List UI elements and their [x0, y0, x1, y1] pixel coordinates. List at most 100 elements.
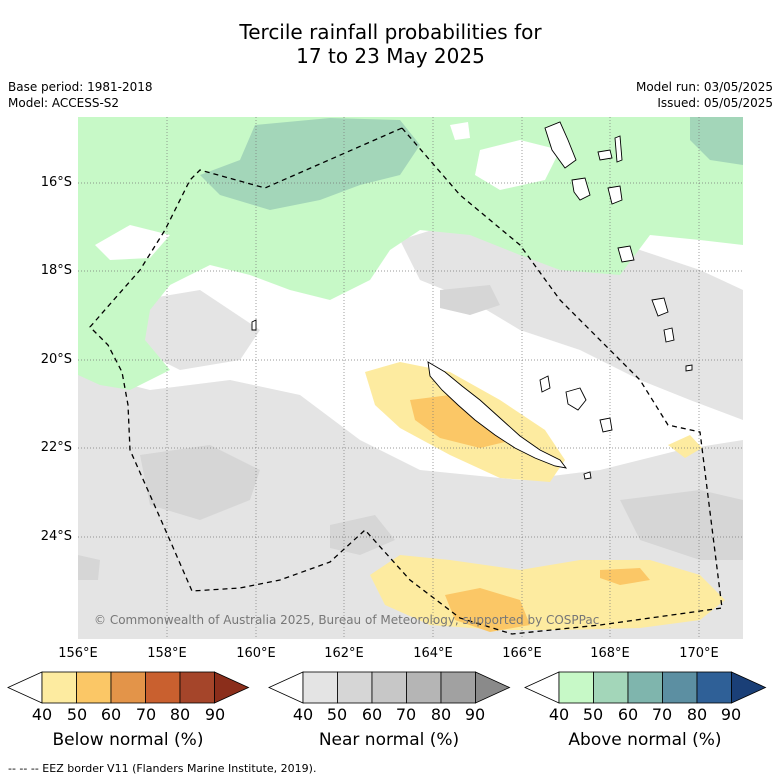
isle-of-pines — [583, 471, 592, 480]
below-normal-region-60-central — [410, 395, 505, 448]
near-normal-region-60-west — [140, 445, 260, 520]
below-normal-tick-50: 50 — [66, 705, 88, 724]
lon-label-156e: 156°E — [58, 646, 98, 661]
below-normal-colorbar-segment — [179, 671, 215, 704]
below-normal-colorbar-segment — [76, 671, 112, 704]
below-normal-colorbar-low-extension — [7, 671, 43, 704]
above-normal-colorbar-high-extension — [731, 671, 767, 704]
neutral-gap-west — [95, 225, 170, 260]
near-normal-region-60-far-west — [78, 555, 100, 580]
lat-label-22s: 22°S — [40, 440, 72, 455]
probability-field — [78, 117, 743, 639]
lat-label-24s: 24°S — [40, 529, 72, 544]
near-normal-tick-90: 90 — [464, 705, 486, 724]
above-normal-colorbar-low-extension — [524, 671, 560, 704]
near-normal-colorbar-segment — [337, 671, 373, 704]
above-normal-colorbar-segment — [593, 671, 629, 704]
lon-label-164e: 164°E — [413, 646, 453, 661]
loyalty-island-lifou — [565, 387, 587, 411]
lon-label-162e: 162°E — [324, 646, 364, 661]
above-normal-region-60-east — [690, 117, 743, 165]
below-normal-region-60-southeast — [600, 568, 650, 585]
near-normal-colorbar-segment — [406, 671, 442, 704]
gridlines — [78, 117, 743, 639]
above-normal-colorbar-segment — [696, 671, 732, 704]
below-normal-colorbar-segment — [145, 671, 181, 704]
walpole-islet — [685, 364, 693, 372]
chesterfield-islet — [251, 319, 257, 331]
loyalty-island-ouvea — [539, 375, 551, 393]
below-normal-tick-90: 90 — [204, 705, 226, 724]
vanuatu-tanna — [617, 245, 635, 263]
lat-label-16s: 16°S — [40, 175, 72, 190]
near-normal-colorbar-high-extension — [475, 671, 511, 704]
below-normal-region-60-south — [445, 588, 530, 632]
above-normal-tick-50: 50 — [582, 705, 604, 724]
vanuatu-ambrym — [597, 149, 613, 161]
lon-label-168e: 168°E — [590, 646, 630, 661]
below-normal-tick-80: 80 — [169, 705, 191, 724]
eez-border-legend: -- -- -- EEZ border V11 (Flanders Marine… — [8, 762, 317, 775]
colorbars-group — [7, 671, 767, 704]
below-normal-title: Below normal (%) — [52, 730, 204, 750]
issued-date-text: Issued: 05/05/2025 — [657, 96, 773, 110]
near-normal-region-60-south — [330, 515, 395, 555]
chart-title-line-1: Tercile rainfall probabilities for — [239, 20, 542, 44]
near-normal-tick-70: 70 — [395, 705, 417, 724]
eez-border — [89, 127, 723, 635]
near-normal-colorbar-segment — [302, 671, 338, 704]
above-normal-tick-40: 40 — [548, 705, 570, 724]
below-normal-tick-70: 70 — [135, 705, 157, 724]
above-normal-colorbar-segment — [662, 671, 698, 704]
vanuatu-efate — [607, 185, 623, 205]
new-caledonia-coastline — [427, 361, 568, 469]
above-normal-colorbar-segment — [558, 671, 594, 704]
base-period-text: Base period: 1981-2018 — [8, 80, 153, 94]
lon-label-160e: 160°E — [236, 646, 276, 661]
loyalty-island-mare — [599, 417, 613, 433]
coastlines — [251, 121, 693, 480]
vanuatu-pentecost — [614, 135, 623, 163]
above-normal-title: Above normal (%) — [568, 730, 722, 750]
near-normal-region-60-centre — [440, 285, 500, 315]
below-normal-tick-40: 40 — [31, 705, 53, 724]
below-normal-colorbar-segment — [110, 671, 146, 704]
chart-title-line-2: 17 to 23 May 2025 — [296, 44, 485, 68]
lat-label-20s: 20°S — [40, 352, 72, 367]
above-normal-tick-60: 60 — [617, 705, 639, 724]
near-normal-colorbar-segment — [440, 671, 476, 704]
near-normal-tick-40: 40 — [292, 705, 314, 724]
model-name-text: Model: ACCESS-S2 — [8, 96, 120, 110]
below-normal-region-east — [668, 435, 702, 458]
near-normal-region-60-east — [620, 490, 743, 560]
vanuatu-espiritu-santo — [544, 121, 577, 169]
fiji-reef-1 — [651, 297, 669, 317]
above-normal-tick-70: 70 — [651, 705, 673, 724]
above-normal-tick-80: 80 — [686, 705, 708, 724]
model-run-text: Model run: 03/05/2025 — [635, 80, 773, 94]
fiji-reef-2 — [663, 327, 675, 343]
near-normal-region-east — [400, 210, 743, 420]
near-normal-colorbar-segment — [371, 671, 407, 704]
near-normal-title: Near normal (%) — [318, 730, 460, 750]
lon-label-166e: 166°E — [502, 646, 542, 661]
lat-label-18s: 18°S — [40, 263, 72, 278]
near-normal-tick-80: 80 — [430, 705, 452, 724]
lon-label-170e: 170°E — [679, 646, 719, 661]
below-normal-colorbar-high-extension — [214, 671, 250, 704]
above-normal-tick-90: 90 — [720, 705, 742, 724]
neutral-gap-northwest — [450, 122, 470, 140]
vanuatu-malekula — [571, 177, 591, 201]
above-normal-region-60 — [200, 118, 420, 210]
lon-label-158e: 158°E — [147, 646, 187, 661]
below-normal-tick-60: 60 — [100, 705, 122, 724]
near-normal-region-west — [140, 290, 260, 370]
near-normal-colorbar-low-extension — [268, 671, 304, 704]
near-normal-tick-50: 50 — [326, 705, 348, 724]
above-normal-colorbar-segment — [627, 671, 663, 704]
near-normal-tick-60: 60 — [361, 705, 383, 724]
neutral-gap-north — [475, 140, 560, 190]
below-normal-colorbar-segment — [41, 671, 77, 704]
copyright-text: © Commonwealth of Australia 2025, Bureau… — [94, 613, 600, 627]
